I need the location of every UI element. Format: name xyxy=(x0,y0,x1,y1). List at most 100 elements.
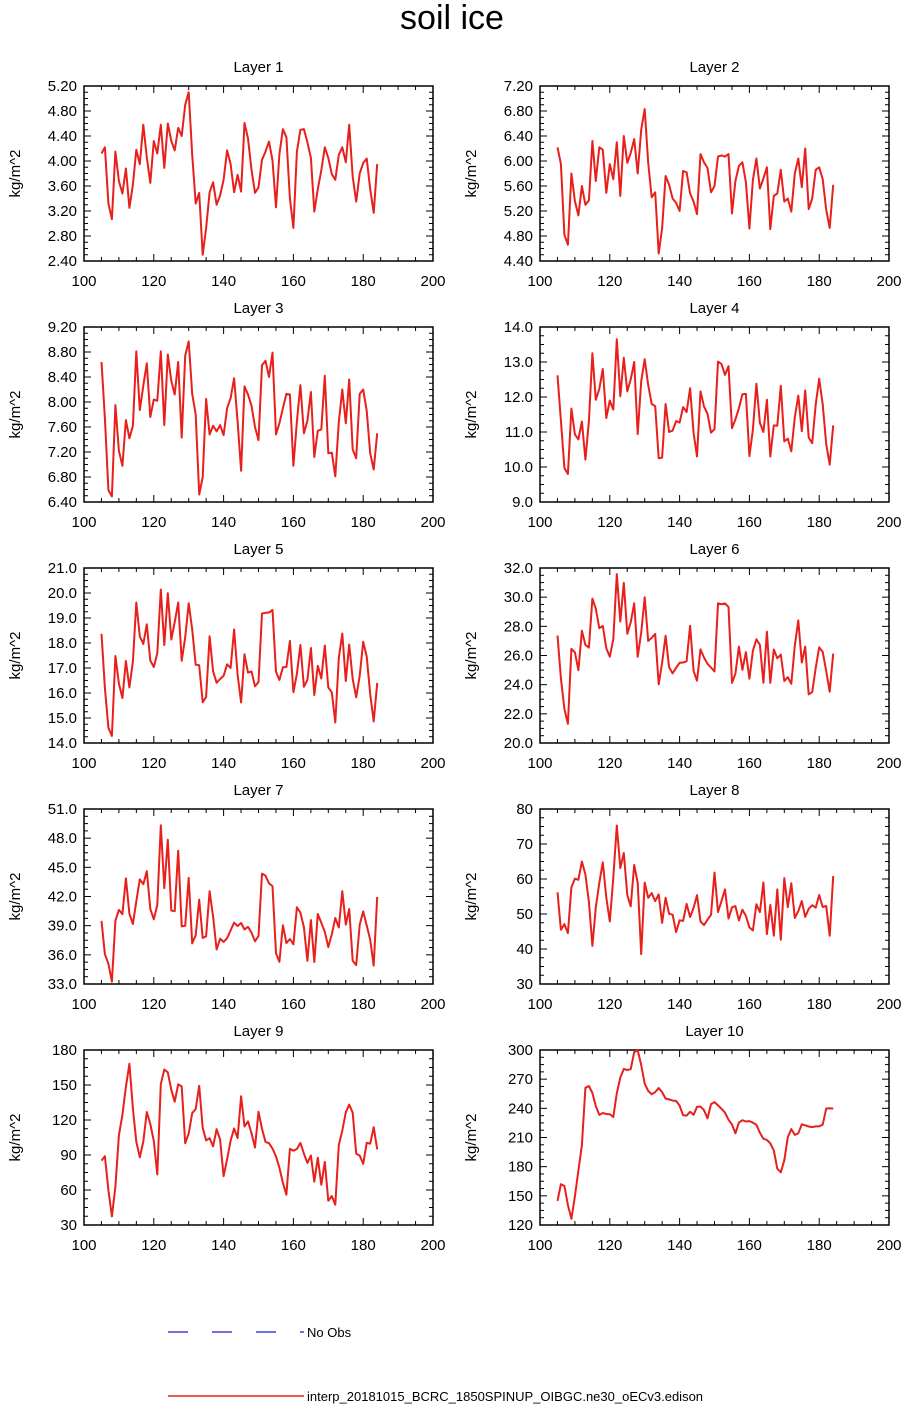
y-tick-label: 20.0 xyxy=(504,735,533,752)
panel-title: Layer 9 xyxy=(233,1023,283,1040)
y-tick-label: 9.20 xyxy=(48,319,77,336)
y-tick-label: 39.0 xyxy=(48,918,77,935)
y-tick-label: 8.40 xyxy=(48,369,77,386)
y-tick-label: 90 xyxy=(60,1147,77,1164)
x-tick-label: 160 xyxy=(737,755,762,772)
x-tick-label: 140 xyxy=(211,514,236,531)
x-tick-label: 140 xyxy=(667,273,692,290)
y-tick-label: 4.80 xyxy=(48,103,77,120)
y-tick-label: 12.0 xyxy=(504,389,533,406)
x-tick-label: 180 xyxy=(807,514,832,531)
x-tick-label: 180 xyxy=(351,1237,376,1254)
series-line xyxy=(100,91,379,256)
x-tick-label: 120 xyxy=(141,514,166,531)
x-tick-label: 160 xyxy=(737,273,762,290)
x-tick-label: 140 xyxy=(667,514,692,531)
x-tick-label: 140 xyxy=(211,273,236,290)
series-line xyxy=(556,824,835,956)
y-tick-label: 3.20 xyxy=(48,203,77,220)
series-line xyxy=(100,588,379,737)
y-tick-label: 240 xyxy=(508,1100,533,1117)
series-line xyxy=(100,340,379,498)
legend-label: No Obs xyxy=(307,1325,352,1340)
chart-panel-layer-1: Layer 1 kg/m^2 100 120 140 160 180 200 2.40 2.80 3… xyxy=(7,59,446,290)
x-tick-label: 200 xyxy=(876,514,901,531)
x-tick-label: 180 xyxy=(351,755,376,772)
y-tick-label: 60 xyxy=(60,1182,77,1199)
x-tick-label: 140 xyxy=(211,755,236,772)
x-tick-label: 200 xyxy=(420,273,445,290)
y-axis-label: kg/m^2 xyxy=(7,150,24,198)
panel-title: Layer 5 xyxy=(233,541,283,558)
panel-title: Layer 2 xyxy=(689,59,739,76)
legend-label: interp_20181015_BCRC_1850SPINUP_OIBGC.ne… xyxy=(307,1389,703,1404)
y-tick-label: 14.0 xyxy=(48,735,77,752)
y-axis-label: kg/m^2 xyxy=(7,632,24,680)
x-tick-label: 140 xyxy=(211,996,236,1013)
y-axis-label: kg/m^2 xyxy=(7,873,24,921)
x-tick-label: 160 xyxy=(737,1237,762,1254)
y-tick-label: 7.60 xyxy=(48,419,77,436)
y-tick-label: 20.0 xyxy=(48,585,77,602)
y-tick-label: 50 xyxy=(516,906,533,923)
y-tick-label: 17.0 xyxy=(48,660,77,677)
y-tick-label: 6.40 xyxy=(504,128,533,145)
panel-title: Layer 6 xyxy=(689,541,739,558)
series-line xyxy=(100,1062,379,1218)
y-tick-label: 2.40 xyxy=(48,253,77,270)
y-tick-label: 8.00 xyxy=(48,394,77,411)
panel-title: Layer 8 xyxy=(689,782,739,799)
y-tick-label: 150 xyxy=(52,1077,77,1094)
panel-title: Layer 10 xyxy=(685,1023,743,1040)
y-tick-label: 16.0 xyxy=(48,685,77,702)
chart-panel-layer-4: Layer 4 kg/m^2 100 120 140 160 180 200 9.0 10.0 11… xyxy=(463,300,902,531)
y-tick-label: 21.0 xyxy=(48,560,77,577)
y-tick-label: 11.0 xyxy=(505,424,533,441)
plot-frame xyxy=(539,1049,890,1226)
y-tick-label: 270 xyxy=(508,1071,533,1088)
y-tick-label: 10.0 xyxy=(504,459,533,476)
x-tick-label: 100 xyxy=(71,273,96,290)
series-line xyxy=(556,108,835,255)
y-tick-label: 7.20 xyxy=(504,78,533,95)
plot-frame xyxy=(539,808,890,985)
y-tick-label: 18.0 xyxy=(48,635,77,652)
y-tick-label: 51.0 xyxy=(48,801,77,818)
y-tick-label: 180 xyxy=(508,1159,533,1176)
y-tick-label: 70 xyxy=(516,836,533,853)
x-tick-label: 120 xyxy=(141,755,166,772)
y-tick-label: 6.40 xyxy=(48,494,77,511)
y-tick-label: 14.0 xyxy=(504,319,533,336)
x-tick-label: 200 xyxy=(420,996,445,1013)
y-axis-label: kg/m^2 xyxy=(463,632,480,680)
y-tick-label: 30 xyxy=(516,976,533,993)
x-tick-label: 180 xyxy=(807,273,832,290)
plot-frame xyxy=(539,85,890,262)
y-axis-label: kg/m^2 xyxy=(7,1114,24,1162)
y-tick-label: 5.20 xyxy=(48,78,77,95)
y-tick-label: 5.20 xyxy=(504,203,533,220)
x-tick-label: 120 xyxy=(597,273,622,290)
panel-title: Layer 3 xyxy=(233,300,283,317)
x-tick-label: 120 xyxy=(141,1237,166,1254)
y-tick-label: 6.80 xyxy=(48,469,77,486)
chart-panel-layer-8: Layer 8 kg/m^2 100 120 140 160 180 200 30 40 50 60 7… xyxy=(463,782,902,1013)
y-tick-label: 40 xyxy=(516,941,533,958)
series-line xyxy=(556,1049,834,1220)
x-tick-label: 100 xyxy=(527,514,552,531)
x-tick-label: 140 xyxy=(667,755,692,772)
x-tick-label: 160 xyxy=(281,755,306,772)
x-tick-label: 180 xyxy=(351,996,376,1013)
y-tick-label: 32.0 xyxy=(504,560,533,577)
y-tick-label: 80 xyxy=(516,801,533,818)
legend-entry-no-obs: No Obs xyxy=(168,1325,352,1340)
chart-panel-layer-6: Layer 6 kg/m^2 100 120 140 160 180 200 20.0 22.0 2… xyxy=(463,541,902,772)
x-tick-label: 200 xyxy=(420,755,445,772)
x-tick-label: 200 xyxy=(876,1237,901,1254)
y-axis-label: kg/m^2 xyxy=(463,1114,480,1162)
x-tick-label: 100 xyxy=(71,1237,96,1254)
y-tick-label: 60 xyxy=(516,871,533,888)
figure-title: soil ice xyxy=(400,0,504,37)
plot-frame xyxy=(83,567,434,744)
